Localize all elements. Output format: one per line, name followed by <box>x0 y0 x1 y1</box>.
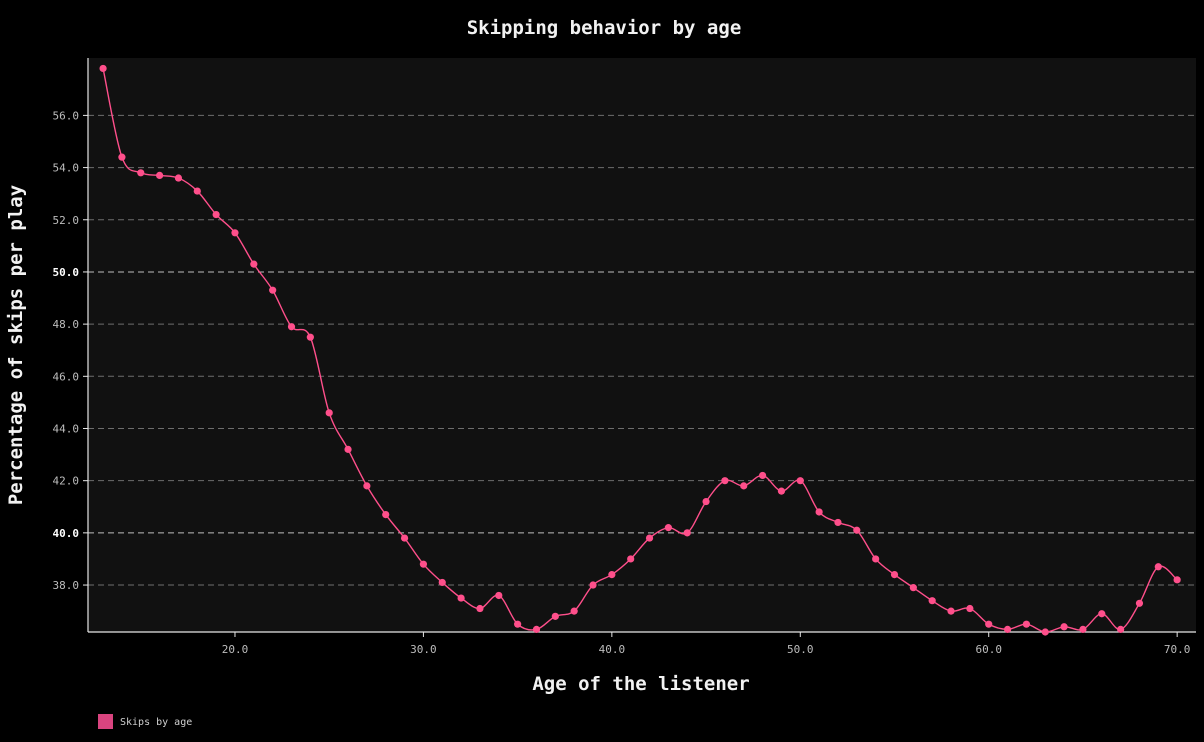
data-point <box>231 229 239 237</box>
x-axis-ticks: 20.0 30.0 40.0 50.0 60.0 70.0 <box>222 632 1191 656</box>
x-tick-label: 50.0 <box>787 643 814 656</box>
data-point <box>947 607 955 615</box>
x-tick-label: 20.0 <box>222 643 249 656</box>
data-point <box>664 524 672 532</box>
data-point <box>777 487 786 495</box>
series-line <box>102 68 1178 633</box>
data-point <box>608 571 616 579</box>
data-point <box>1154 563 1162 571</box>
data-point <box>174 174 183 182</box>
data-point <box>683 529 691 537</box>
data-point <box>1173 576 1181 584</box>
data-point <box>287 323 296 331</box>
data-point <box>156 171 164 180</box>
data-point <box>627 555 635 563</box>
data-point <box>382 510 390 519</box>
data-point <box>99 64 107 73</box>
data-point <box>928 597 936 605</box>
data-point <box>400 534 409 542</box>
y-tick-label: 40.0 <box>53 527 80 540</box>
x-tick-label: 30.0 <box>410 643 437 656</box>
axes <box>87 58 1196 633</box>
data-point <box>250 260 258 268</box>
legend-label: Skips by age <box>120 717 192 728</box>
x-tick-label: 60.0 <box>975 643 1002 656</box>
data-point <box>1022 620 1031 628</box>
data-point <box>872 555 880 563</box>
data-point <box>702 497 710 506</box>
y-tick-label: 44.0 <box>53 422 80 435</box>
data-point <box>457 594 465 602</box>
data-point <box>118 153 126 161</box>
y-tick-label: 48.0 <box>53 318 80 331</box>
y-tick-label: 38.0 <box>53 579 80 592</box>
data-point <box>1079 625 1087 633</box>
legend: Skips by age <box>98 714 192 729</box>
data-point <box>1060 623 1068 631</box>
data-point <box>740 482 748 490</box>
data-point <box>344 445 352 453</box>
data-point <box>589 581 597 589</box>
data-point <box>758 471 767 480</box>
data-point <box>815 508 823 516</box>
data-point <box>645 534 654 542</box>
grid-lines <box>88 114 1196 586</box>
data-point <box>193 187 201 195</box>
y-tick-label: 50.0 <box>53 266 80 279</box>
data-point <box>853 526 861 534</box>
plot-area <box>88 58 1196 632</box>
data-point <box>306 333 314 341</box>
data-point <box>212 210 220 219</box>
data-point <box>532 625 541 633</box>
y-tick-label: 56.0 <box>53 109 80 122</box>
data-point <box>325 409 333 417</box>
data-point <box>1098 610 1106 618</box>
series-layer <box>99 64 1181 636</box>
data-point <box>419 560 428 568</box>
x-tick-label: 70.0 <box>1164 643 1191 656</box>
data-point <box>834 518 842 527</box>
data-point <box>890 571 899 579</box>
x-tick-label: 40.0 <box>599 643 626 656</box>
data-point <box>495 591 503 600</box>
data-point <box>721 477 729 485</box>
data-point <box>1003 625 1012 633</box>
data-point <box>966 604 974 613</box>
y-tick-label: 42.0 <box>53 475 80 488</box>
y-tick-label: 54.0 <box>53 162 80 175</box>
data-point <box>137 169 145 177</box>
y-axis-title: Percentage of skips per play <box>5 185 27 505</box>
data-point <box>909 584 917 592</box>
data-point <box>363 482 371 490</box>
x-axis-title: Age of the listener <box>532 673 749 695</box>
legend-swatch <box>98 714 113 729</box>
data-point <box>438 578 446 587</box>
y-tick-label: 52.0 <box>53 214 80 227</box>
chart-title: Skipping behavior by age <box>467 17 742 39</box>
data-point <box>476 604 484 613</box>
data-point <box>1041 628 1049 636</box>
data-point <box>551 612 559 620</box>
data-point <box>796 477 804 485</box>
data-point <box>514 620 522 628</box>
data-point <box>1117 625 1125 633</box>
data-point <box>570 607 578 615</box>
data-point <box>1135 599 1144 607</box>
y-tick-label: 46.0 <box>53 370 80 383</box>
data-point <box>269 286 277 294</box>
y-axis-ticks: 38.0 40.0 42.0 44.0 46.0 48.0 50.0 52.0 54.0 56.0 <box>53 109 88 592</box>
data-point <box>985 620 993 628</box>
